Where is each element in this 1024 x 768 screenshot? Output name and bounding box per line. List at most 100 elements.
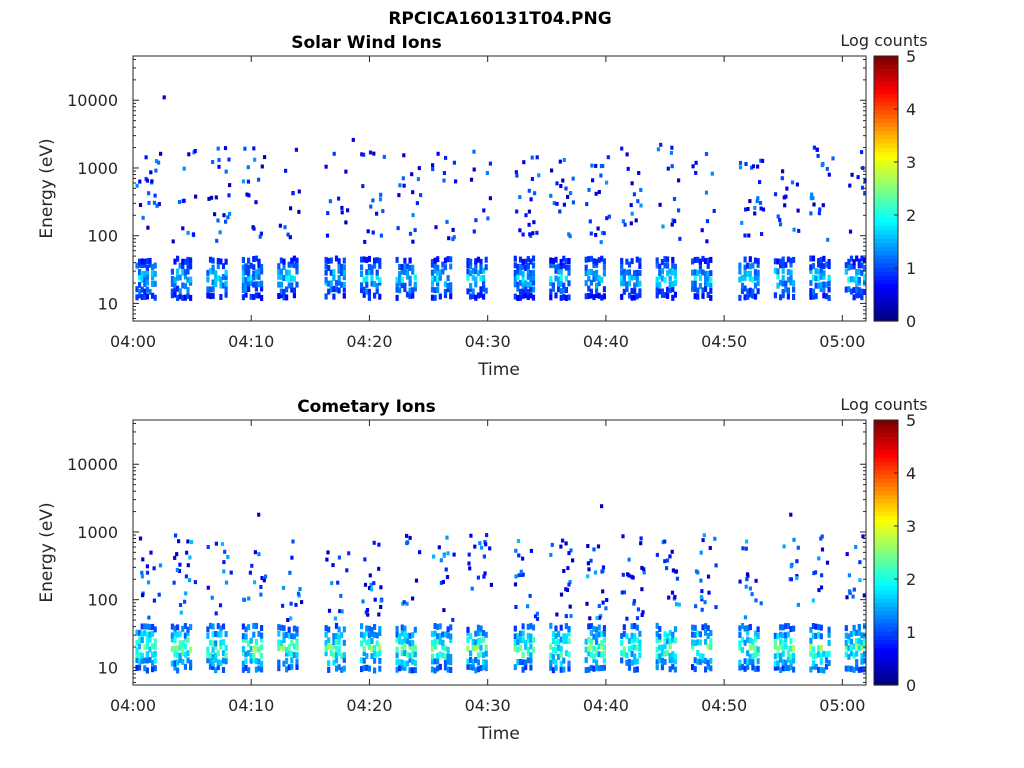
spectrogram-cell [809, 644, 813, 651]
spectrogram-cell [337, 645, 341, 652]
spectrogram-cell [135, 262, 139, 269]
spectrogram-cell [847, 637, 851, 644]
spectrogram-cell [216, 275, 220, 282]
spectrogram-cell [557, 280, 561, 287]
spectrogram-cell [620, 280, 624, 287]
spectrogram-cell [221, 650, 226, 657]
spectrogram-cell [290, 663, 294, 670]
spectrogram-cell [140, 652, 144, 659]
colorbar-segment [874, 304, 898, 310]
spectrogram-cell [476, 624, 480, 631]
spectrogram-cell [673, 666, 677, 673]
spectrogram-cell [443, 281, 448, 288]
spectrogram-cell [365, 625, 369, 632]
spectrogram-cell [537, 173, 541, 178]
spectrogram-cell [671, 631, 675, 638]
spectrogram-cell [668, 268, 672, 275]
spectrogram-cell [849, 650, 854, 657]
spectrogram-cell [252, 645, 256, 652]
spectrogram-cell [417, 166, 421, 171]
spectrogram-cell [446, 626, 450, 633]
spectrogram-cell [759, 206, 763, 211]
colorbar-segment [874, 64, 898, 70]
spectrogram-cell [592, 653, 596, 660]
spectrogram-cell [778, 222, 783, 227]
spectrogram-cell [811, 263, 816, 269]
spectrogram-cell [138, 288, 142, 295]
spectrogram-cell [595, 633, 599, 640]
spectrogram-cell [218, 603, 223, 608]
spectrogram-cell [627, 261, 632, 268]
spectrogram-cell [549, 262, 553, 269]
spectrogram-cell [779, 638, 783, 645]
spectrogram-cell [592, 665, 596, 672]
spectrogram-cell [332, 643, 336, 650]
spectrogram-cell [184, 574, 188, 579]
spectrogram-cell [400, 650, 404, 657]
spectrogram-cell [216, 218, 220, 223]
spectrogram-cell [756, 650, 760, 657]
spectrogram-cell [655, 622, 659, 629]
spectrogram-cell [379, 192, 383, 197]
spectrogram-cell [488, 161, 492, 166]
spectrogram-cell [442, 608, 446, 613]
spectrogram-cell [408, 656, 412, 663]
spectrogram-cell [781, 632, 785, 639]
spectrogram-cell [149, 550, 153, 555]
spectrogram-cell [227, 157, 231, 162]
spectrogram-cell [471, 664, 475, 671]
spectrogram-cell [438, 651, 442, 658]
spectrogram-cell [584, 293, 588, 300]
spectrogram-cell [181, 646, 185, 653]
spectrogram-cell [671, 663, 675, 670]
x-tick-label: 04:20 [346, 332, 392, 351]
spectrogram-cell [860, 288, 864, 295]
colorbar-segment [874, 635, 898, 641]
spectrogram-cell [176, 659, 180, 666]
spectrogram-cell [673, 626, 677, 633]
spectrogram-cell [327, 265, 331, 271]
spectrogram-cell [590, 163, 594, 168]
spectrogram-cell [403, 650, 407, 657]
spectrogram-cell [855, 255, 859, 262]
spectrogram-cells [135, 95, 867, 301]
spectrogram-cell [709, 630, 713, 636]
spectrogram-cell [449, 667, 453, 673]
colorbar-segment [874, 242, 898, 248]
spectrogram-cell [814, 623, 818, 630]
spectrogram-cell [773, 632, 777, 639]
spectrogram-cell [852, 652, 856, 659]
spectrogram-cell [452, 552, 456, 557]
spectrogram-cell [224, 219, 228, 224]
spectrogram-cell [814, 293, 818, 300]
colorbar-segment [874, 482, 898, 487]
spectrogram-cell [400, 639, 404, 646]
spectrogram-cell [526, 646, 530, 653]
colorbar-segment [874, 618, 898, 624]
spectrogram-cell [740, 647, 745, 653]
spectrogram-cell [519, 569, 523, 574]
spectrogram-cell [488, 196, 492, 201]
spectrogram-cell [338, 609, 342, 614]
colorbar-segment [874, 151, 898, 156]
spectrogram-cell [248, 570, 252, 575]
colorbar-frame [873, 419, 899, 686]
spectrogram-cell [378, 665, 382, 672]
spectrogram-cell [600, 230, 605, 235]
spectrogram-cell [152, 598, 156, 603]
spectrogram-cell [597, 292, 601, 299]
spectrogram-cell [845, 552, 849, 557]
spectrogram-cell [257, 273, 261, 280]
colorbar-tick-label: 5 [906, 411, 916, 430]
spectrogram-cell [221, 282, 226, 289]
spectrogram-cell [411, 190, 415, 195]
spectrogram-cell [635, 293, 639, 300]
spectrogram-cell [781, 289, 785, 295]
colorbar-segment [874, 159, 898, 165]
spectrogram-cell [549, 193, 553, 198]
spectrogram-cell [332, 633, 336, 639]
spectrogram-cell [745, 539, 749, 544]
spectrogram-cell [441, 631, 445, 638]
